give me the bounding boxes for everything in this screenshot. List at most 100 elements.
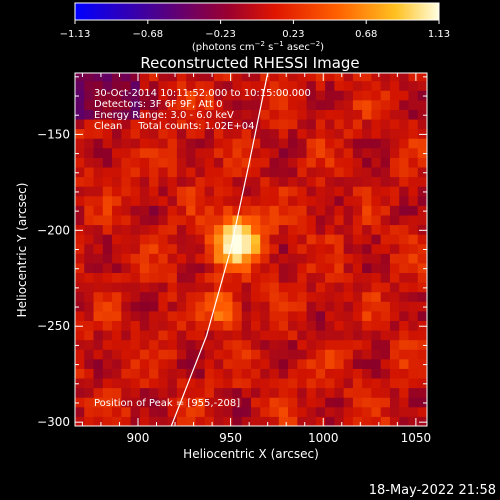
heatmap-cell — [130, 272, 141, 283]
heatmap-cell — [232, 253, 243, 264]
heatmap-cell — [343, 119, 354, 130]
footer-timestamp: 18-May-2022 21:58 — [369, 483, 496, 498]
heatmap-cell — [112, 349, 122, 360]
heatmap-cell — [352, 205, 363, 216]
heatmap-cell — [417, 310, 427, 321]
heatmap-cell — [149, 378, 159, 389]
heatmap-cell — [149, 80, 159, 91]
heatmap-cell — [352, 234, 363, 245]
heatmap-cell — [186, 339, 196, 350]
heatmap-cell — [75, 167, 85, 178]
heatmap-cell — [408, 378, 419, 389]
heatmap-cell — [93, 147, 104, 158]
heatmap-cell — [158, 234, 169, 245]
heatmap-cell — [223, 157, 233, 168]
heatmap-cell — [269, 214, 280, 226]
heatmap-cell — [102, 80, 113, 91]
heatmap-cell — [260, 186, 271, 197]
heatmap-cell — [334, 406, 345, 417]
heatmap-cell — [408, 147, 419, 158]
heatmap-cell — [408, 330, 419, 341]
heatmap-cell — [102, 147, 113, 158]
heatmap-cell — [306, 378, 317, 389]
heatmap-cell — [139, 349, 150, 360]
heatmap-cell — [186, 387, 196, 398]
heatmap-cell — [176, 157, 187, 168]
heatmap-cell — [93, 234, 104, 245]
heatmap-cell — [130, 157, 141, 168]
heatmap-cell — [130, 339, 141, 350]
heatmap-cell — [158, 387, 169, 398]
heatmap-cell — [260, 128, 271, 139]
heatmap-cell — [269, 291, 280, 302]
heatmap-cell — [334, 119, 345, 130]
axis-ticks: 900 950 1000 1050 −150 −200 −250 −300 — [37, 73, 431, 445]
heatmap-cell — [288, 253, 298, 264]
heatmap-cell — [380, 138, 391, 149]
heatmap-cell — [167, 205, 178, 216]
heatmap-cell — [204, 282, 215, 293]
heatmap-cell — [176, 291, 187, 302]
heatmap-cell — [380, 416, 391, 426]
heatmap-cell — [380, 167, 391, 178]
heatmap-cell — [278, 262, 289, 274]
heatmap-cell — [334, 214, 345, 226]
heatmap-cell — [112, 272, 122, 283]
heatmap-cell — [417, 330, 427, 341]
heatmap-cell — [213, 310, 224, 321]
heatmap-cell — [102, 205, 113, 216]
heatmap-cell — [334, 397, 345, 408]
heatmap-cell — [213, 387, 224, 398]
heatmap-cell — [399, 253, 409, 264]
heatmap-cell — [223, 147, 233, 158]
heatmap-cell — [213, 301, 224, 312]
heatmap-cell — [213, 234, 224, 245]
heatmap-cell — [408, 176, 419, 187]
heatmap-cell — [362, 73, 372, 82]
heatmap-cell — [278, 157, 289, 168]
heatmap-cell — [213, 80, 224, 91]
heatmap-cell — [121, 310, 132, 321]
heatmap-cell — [93, 358, 104, 369]
heatmap-cell — [167, 214, 178, 226]
heatmap-cell — [195, 80, 206, 91]
heatmap-cell — [93, 406, 104, 417]
heatmap-cell — [315, 406, 326, 417]
heatmap-cell — [167, 368, 178, 379]
heatmap-cell — [408, 167, 419, 178]
heatmap-cell — [278, 339, 289, 350]
heatmap-cell — [149, 128, 159, 139]
heatmap-cell — [251, 99, 261, 110]
heatmap-cell — [362, 339, 372, 350]
heatmap-cell — [232, 282, 243, 293]
heatmap-cell — [380, 358, 391, 369]
heatmap-cell — [269, 90, 280, 101]
heatmap-cell — [195, 339, 206, 350]
heatmap-cell — [417, 195, 427, 206]
heatmap-cell — [158, 339, 169, 350]
heatmap-cell — [380, 291, 391, 302]
heatmap-cell — [251, 406, 261, 417]
heatmap-cell — [204, 339, 215, 350]
heatmap-cell — [306, 358, 317, 369]
heatmap-cell — [93, 301, 104, 312]
heatmap-cell — [176, 214, 187, 226]
heatmap-cell — [251, 262, 261, 274]
heatmap-cell — [176, 378, 187, 389]
heatmap-cell — [399, 138, 409, 149]
heatmap-cell — [176, 330, 187, 341]
heatmap-cell — [371, 73, 382, 82]
heatmap-cell — [186, 406, 196, 417]
heatmap-cell — [288, 167, 298, 178]
heatmap-cell — [223, 195, 233, 206]
colorbar-tick-label: −0.23 — [205, 29, 236, 40]
heatmap-cell — [139, 90, 150, 101]
heatmap-cell — [325, 349, 335, 360]
heatmap-cell — [139, 205, 150, 216]
heatmap-cell — [121, 167, 132, 178]
heatmap-cell — [352, 272, 363, 283]
heatmap-cell — [112, 167, 122, 178]
heatmap-cell — [288, 339, 298, 350]
heatmap-cell — [102, 320, 113, 331]
heatmap-cell — [139, 301, 150, 312]
